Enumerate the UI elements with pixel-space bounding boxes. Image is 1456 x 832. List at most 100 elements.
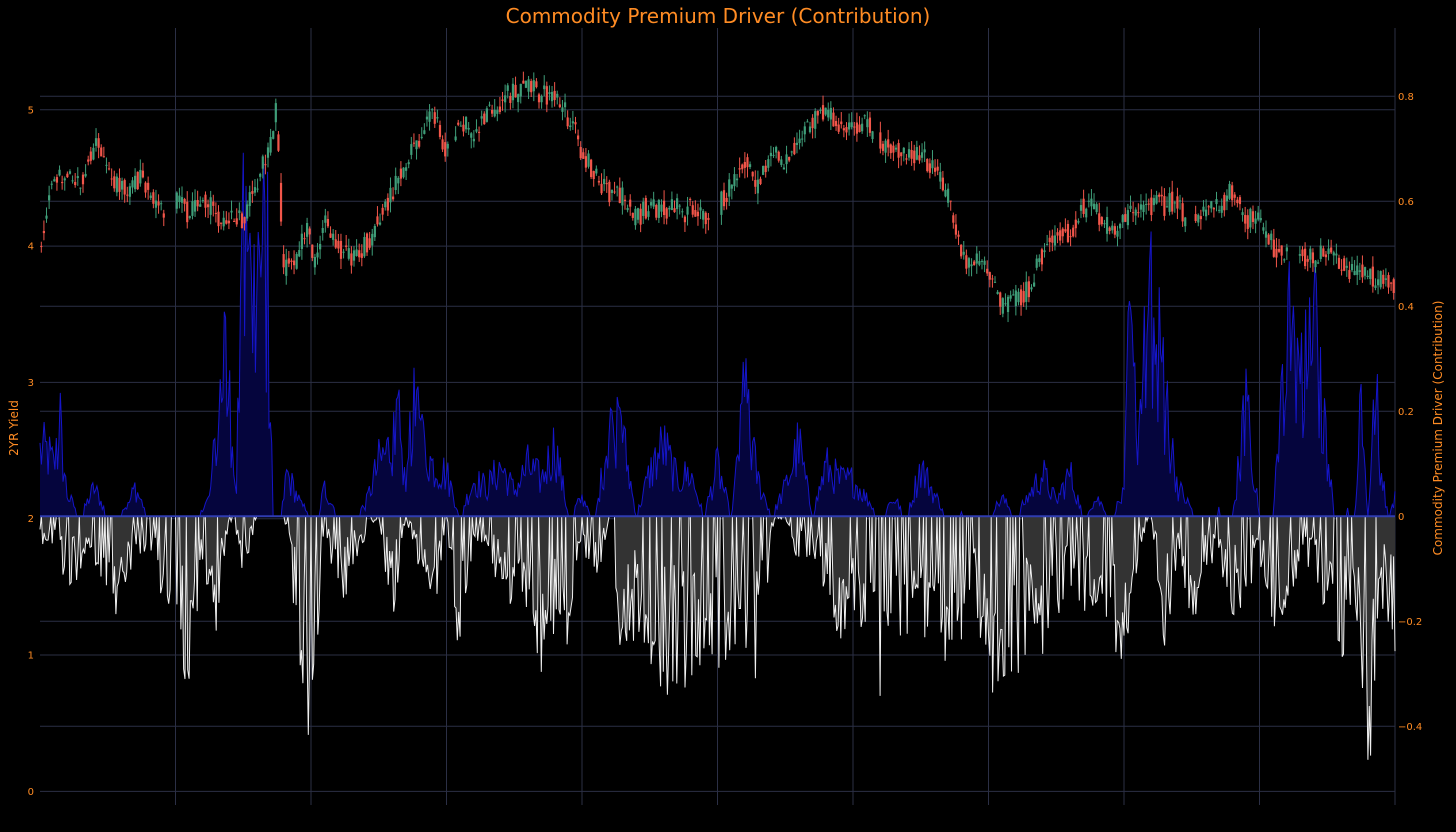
candle-body — [558, 104, 561, 108]
candle — [1124, 207, 1127, 223]
candle — [1270, 230, 1273, 250]
candle-body — [496, 110, 499, 114]
candle-body — [1085, 208, 1088, 218]
candle-body — [775, 147, 778, 153]
candle-body — [68, 171, 72, 174]
candle — [590, 158, 593, 180]
candle — [733, 167, 736, 192]
candle — [1322, 245, 1325, 257]
candle — [1158, 192, 1161, 203]
candle-body — [980, 260, 984, 262]
candle-body — [373, 225, 376, 238]
candle — [871, 130, 874, 143]
candle — [1361, 255, 1364, 283]
candle — [1105, 206, 1109, 242]
candle — [477, 126, 481, 142]
candle-body — [1126, 210, 1130, 226]
candle — [691, 201, 694, 218]
candle-body — [931, 160, 934, 169]
candle-body — [629, 199, 632, 207]
candle-body — [1317, 262, 1320, 264]
candle — [1379, 270, 1382, 290]
candle — [1387, 272, 1390, 294]
candle-body — [704, 212, 707, 225]
candle — [42, 220, 46, 241]
candle-body — [524, 80, 528, 88]
candle — [128, 183, 131, 205]
candle-body — [610, 189, 614, 194]
y-tick-label-right: −0.2 — [1398, 617, 1422, 628]
candle — [545, 81, 548, 113]
axis-layer: 0 1 2 3 4 5 −0.4 −0.2 0 0.2 0.4 0.6 0.8 — [28, 92, 1423, 798]
candle-body — [543, 85, 546, 90]
candle — [290, 258, 293, 270]
candle — [511, 77, 515, 109]
candle — [970, 258, 973, 277]
candle — [384, 199, 387, 211]
candle-body — [871, 131, 874, 140]
candle — [670, 191, 673, 211]
candle — [316, 243, 319, 265]
candle — [188, 215, 191, 220]
candle — [1173, 200, 1176, 213]
candle-body — [178, 195, 181, 203]
candle — [84, 164, 87, 178]
candle-body — [363, 237, 366, 257]
candle — [608, 179, 611, 207]
candle — [175, 191, 178, 214]
candle-body — [475, 129, 478, 132]
candle — [378, 213, 382, 226]
candle-body — [79, 187, 82, 189]
candle — [655, 203, 658, 221]
candle — [649, 198, 653, 209]
candle — [941, 170, 944, 192]
candle — [978, 250, 981, 267]
candle — [1210, 200, 1213, 213]
candle — [1309, 245, 1312, 268]
candle-body — [1332, 252, 1335, 256]
candle-body — [313, 256, 317, 268]
candle-body — [1098, 213, 1101, 225]
candle — [53, 176, 56, 182]
candle — [180, 186, 184, 213]
candle — [819, 107, 822, 114]
candle — [1178, 194, 1182, 210]
candle — [1311, 248, 1315, 272]
candle — [436, 109, 439, 123]
candle — [298, 241, 301, 258]
candle — [960, 244, 963, 259]
candle — [704, 211, 707, 234]
candle — [858, 116, 861, 133]
candle-body — [1165, 206, 1169, 208]
candle-body — [141, 170, 145, 178]
candle-body — [1270, 233, 1273, 241]
candle — [702, 208, 705, 229]
candle — [433, 106, 436, 128]
candle — [240, 211, 244, 229]
candle-body — [806, 121, 809, 123]
candle — [1053, 225, 1057, 251]
candle-body — [887, 139, 890, 148]
candle-body — [376, 216, 379, 225]
candle-body — [248, 192, 251, 207]
candle — [1236, 196, 1239, 208]
candle — [326, 211, 330, 229]
candle-body — [1285, 247, 1288, 252]
candle — [785, 145, 788, 174]
candle — [459, 121, 462, 127]
candle — [550, 86, 554, 108]
candle-body — [991, 278, 994, 280]
candle-body — [1275, 248, 1278, 258]
candle-body — [74, 181, 77, 186]
candle — [79, 187, 82, 196]
negative-area-layer — [39, 514, 1396, 760]
candle — [347, 238, 350, 261]
candle-body — [1267, 234, 1270, 245]
candle — [574, 116, 577, 134]
candle — [1275, 238, 1278, 268]
candle — [1215, 191, 1218, 212]
candle — [266, 142, 270, 168]
candle — [206, 199, 210, 219]
candle — [139, 159, 142, 187]
candle — [371, 228, 374, 256]
